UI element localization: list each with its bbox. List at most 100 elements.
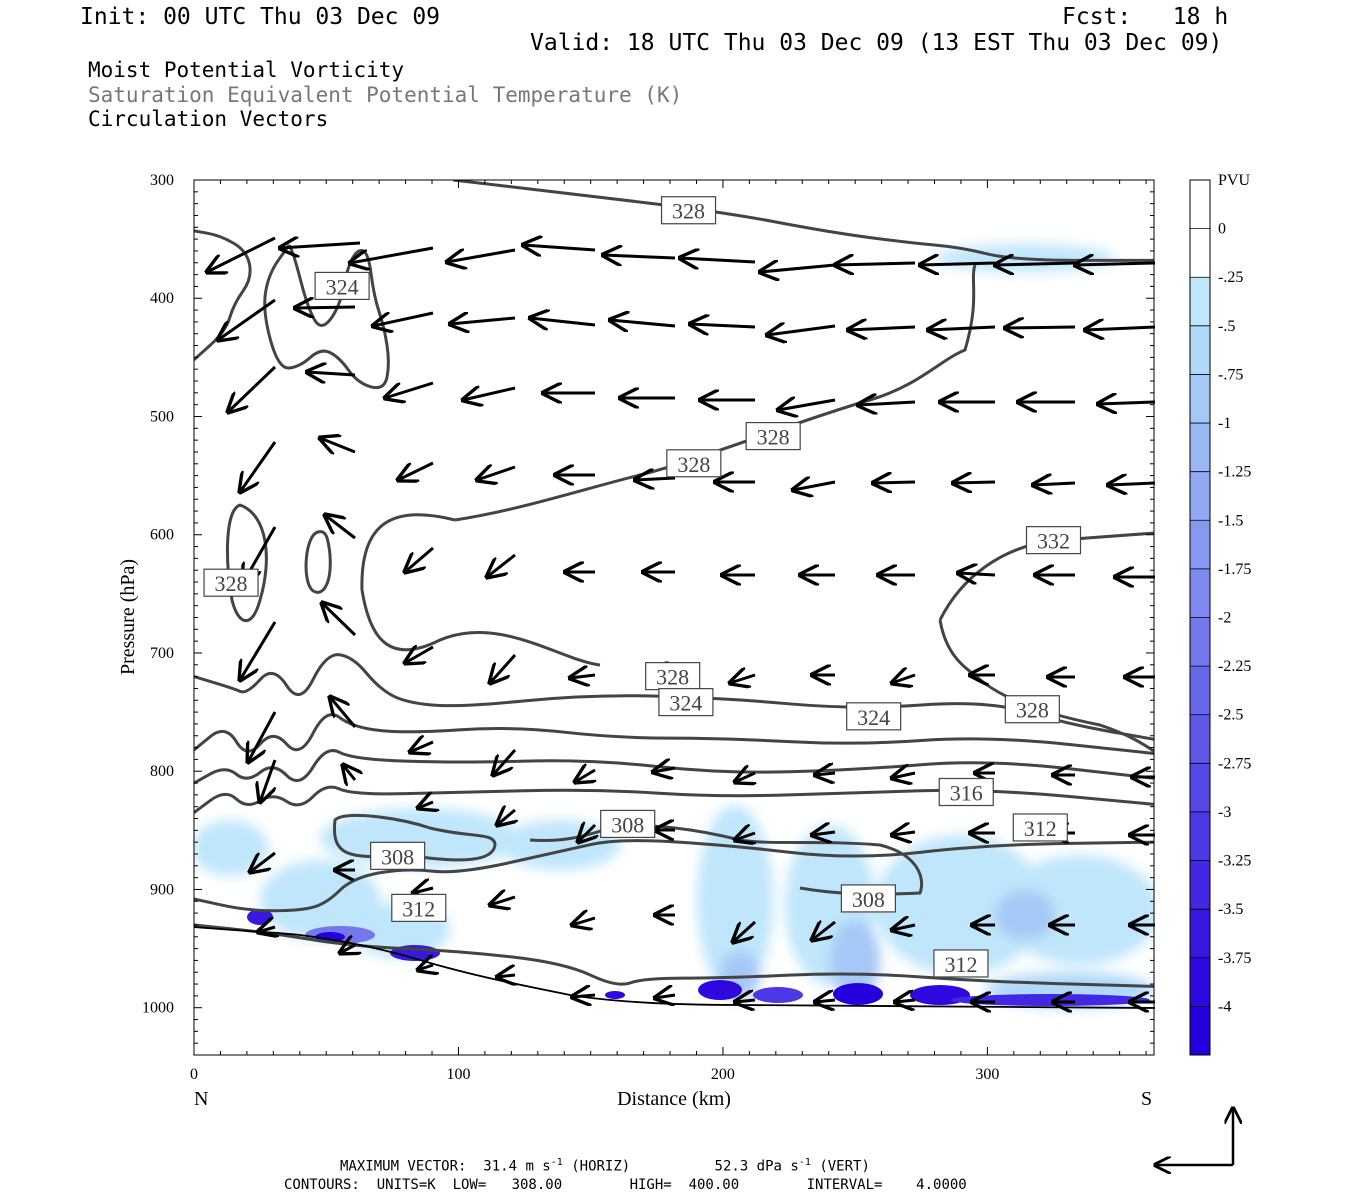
colorbar-label: -1.25 xyxy=(1218,464,1251,481)
y-tick-label: 1000 xyxy=(142,1000,174,1017)
y-tick-label: 800 xyxy=(150,763,174,780)
vector xyxy=(307,372,356,375)
contour-label-box xyxy=(660,196,717,225)
vector xyxy=(410,742,434,752)
mpv-shading xyxy=(194,244,1154,1008)
vector xyxy=(530,318,596,325)
colorbar-swatch xyxy=(1190,957,1210,1007)
vector xyxy=(240,621,277,680)
vector xyxy=(248,711,277,762)
x-axis-label: Distance (km) xyxy=(617,1088,731,1110)
vector xyxy=(447,250,516,262)
maximum-vector-footer: MAXIMUM VECTOR: 31.4 m s-1 (HORIZ) 52.3 … xyxy=(340,1157,870,1175)
colorbar-swatch xyxy=(1190,180,1210,229)
vector xyxy=(330,697,357,728)
vector xyxy=(958,573,996,575)
contour-label: 324 xyxy=(669,691,702,716)
vector xyxy=(920,263,996,265)
vector xyxy=(835,263,916,265)
colorbar-swatch xyxy=(1190,568,1210,618)
vector xyxy=(1085,327,1156,330)
maxvec-vertical: 52.3 dPa s xyxy=(714,1158,799,1175)
colorbar-title: PVU xyxy=(1218,172,1250,189)
colorbar-label: -3.25 xyxy=(1218,853,1251,870)
theta-es-contour xyxy=(194,785,1154,814)
vector xyxy=(418,965,433,970)
vector xyxy=(815,773,836,775)
maxvec-horizontal-exponent: -1 xyxy=(550,1157,563,1168)
contour-label: 312 xyxy=(944,952,977,977)
colorbar-label: -.75 xyxy=(1218,366,1243,383)
vector xyxy=(892,925,916,930)
theta-es-contour xyxy=(452,180,1154,262)
colorbar-swatch xyxy=(1190,763,1210,812)
vector xyxy=(280,243,361,248)
vector xyxy=(493,749,517,775)
x-tick-label: 200 xyxy=(711,1066,735,1083)
colorbar-label: -.25 xyxy=(1218,269,1243,286)
vector xyxy=(385,381,434,398)
y-axis: 300 400 500 600 700 800 900 1000 xyxy=(142,172,1154,1056)
vector xyxy=(450,318,516,324)
colorbar-label: -2 xyxy=(1218,610,1231,627)
vector xyxy=(320,438,356,452)
colorbar-swatch xyxy=(1190,374,1210,424)
contour-label-box xyxy=(600,809,656,839)
vector xyxy=(405,546,434,572)
y-tick-label: 600 xyxy=(150,527,174,544)
colorbar-label: -3.5 xyxy=(1218,901,1243,918)
contour-label: 308 xyxy=(381,844,414,869)
vector xyxy=(995,263,1076,265)
contours-footer: CONTOURS: UNITS=K LOW= 308.00 HIGH= 400.… xyxy=(284,1177,967,1193)
x-tick-label: 100 xyxy=(446,1066,470,1083)
contour-label-box xyxy=(846,702,902,731)
vector xyxy=(895,1000,916,1002)
vector xyxy=(523,245,596,250)
colorbar-label: -2.25 xyxy=(1218,658,1251,675)
vector xyxy=(1005,327,1076,328)
colorbar-swatch xyxy=(1190,617,1210,667)
colorbar-label: -2.5 xyxy=(1218,707,1243,724)
field-mpv-title: Moist Potential Vorticity xyxy=(88,58,405,82)
colorbar-swatch xyxy=(1190,228,1210,278)
vector xyxy=(733,920,757,942)
vector xyxy=(575,770,595,782)
contour-label-box xyxy=(203,568,259,597)
colorbar-label: -1.75 xyxy=(1218,561,1251,578)
contour-label-box xyxy=(666,449,722,478)
vector xyxy=(873,482,916,483)
contour-label: 328 xyxy=(1016,698,1049,723)
vector xyxy=(953,482,996,483)
vector xyxy=(398,461,434,480)
vector xyxy=(207,236,276,272)
vector xyxy=(487,553,516,577)
maxvec-horizontal: 31.4 m s xyxy=(483,1158,551,1175)
vector xyxy=(572,995,596,997)
contour-label-box xyxy=(745,421,801,451)
vector xyxy=(1098,402,1156,404)
vector xyxy=(373,311,434,326)
contour-label: 308 xyxy=(611,812,644,837)
contour-label: 324 xyxy=(326,274,359,299)
vector xyxy=(1108,483,1156,485)
vector xyxy=(490,654,517,683)
vector xyxy=(295,307,356,308)
vector xyxy=(572,918,596,925)
vector xyxy=(497,975,515,977)
north-label: N xyxy=(194,1088,208,1110)
vector xyxy=(463,388,516,400)
vector xyxy=(250,851,276,872)
colorbar-swatch xyxy=(1190,325,1210,375)
vector xyxy=(793,482,836,490)
contour-label: 312 xyxy=(402,896,435,921)
vector xyxy=(325,515,356,540)
contour-label: 328 xyxy=(672,199,705,224)
colorbar-swatch xyxy=(1190,423,1210,472)
vector xyxy=(418,802,433,808)
contour-label: 332 xyxy=(1037,529,1070,554)
contour-label-box xyxy=(391,893,447,922)
reference-vector xyxy=(1155,1108,1233,1165)
x-tick-label: 300 xyxy=(975,1066,999,1083)
vector xyxy=(735,773,755,782)
